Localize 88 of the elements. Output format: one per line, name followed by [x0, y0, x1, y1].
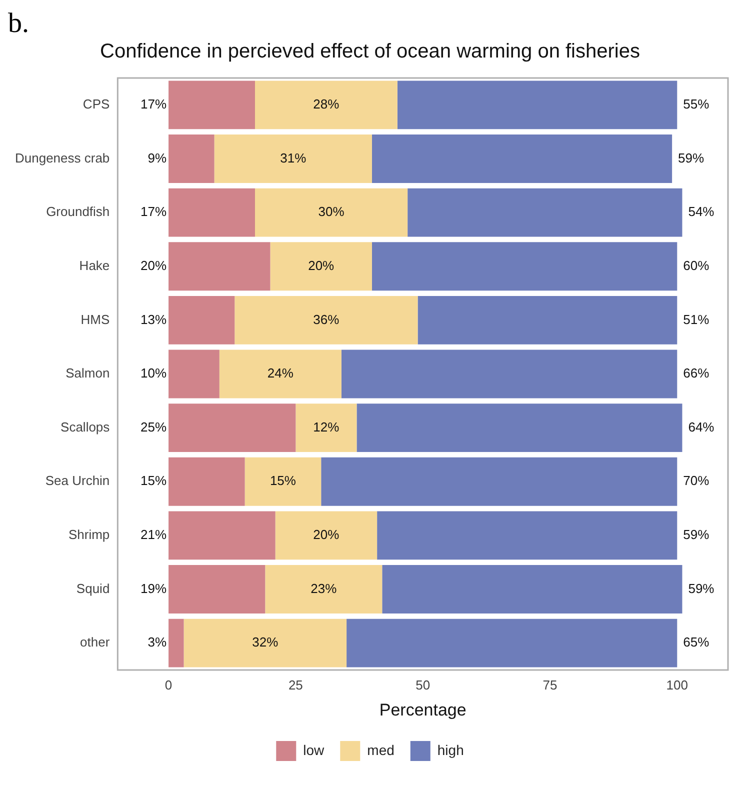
- bar: [346, 618, 678, 668]
- data-label: 65%: [683, 634, 710, 650]
- x-tick-label: 25: [288, 677, 303, 692]
- bar: [214, 134, 372, 183]
- data-label: 23%: [310, 580, 338, 596]
- data-label: 3%: [148, 634, 167, 650]
- bar: [168, 350, 220, 398]
- y-tick-label: Groundfish: [46, 204, 110, 220]
- y-tick-label: Hake: [79, 258, 110, 273]
- bar: [377, 511, 678, 560]
- data-label: 59%: [678, 150, 705, 166]
- bar: [275, 511, 378, 560]
- bar: [296, 404, 357, 452]
- data-label: 70%: [683, 473, 710, 488]
- data-label: 12%: [313, 419, 340, 434]
- data-label: 30%: [318, 204, 345, 220]
- bar: [372, 242, 678, 291]
- data-label: 21%: [140, 527, 167, 542]
- data-label: 9%: [148, 150, 167, 166]
- bar: [341, 350, 678, 398]
- bar: [168, 80, 255, 130]
- bar: [382, 565, 682, 614]
- x-tick-label: 0: [164, 677, 172, 692]
- data-label: 54%: [688, 204, 715, 220]
- y-tick-label: Shrimp: [68, 527, 110, 542]
- bar: [234, 296, 418, 344]
- x-tick-label: 100: [666, 677, 688, 692]
- legend-label: high: [437, 742, 464, 758]
- y-tick-label: Sea Urchin: [45, 473, 110, 488]
- x-tick-label: 75: [542, 677, 558, 692]
- data-label: 32%: [252, 634, 279, 650]
- x-tick-label: 50: [416, 677, 430, 692]
- data-label: 19%: [140, 580, 167, 596]
- bar: [184, 618, 347, 668]
- data-label: 55%: [683, 96, 710, 112]
- y-tick-label: HMS: [80, 312, 110, 327]
- bar: [168, 618, 184, 668]
- data-label: 10%: [140, 366, 167, 381]
- bar: [219, 350, 342, 398]
- data-label: 20%: [140, 258, 167, 273]
- data-label: 15%: [270, 473, 296, 488]
- bar: [397, 80, 678, 130]
- data-label: 20%: [308, 258, 335, 273]
- bar: [418, 296, 678, 344]
- legend-label: low: [303, 742, 326, 758]
- bar: [372, 134, 672, 183]
- y-tick-label: other: [80, 634, 110, 650]
- bar: [270, 242, 372, 291]
- y-tick-label: Dungeness crab: [14, 150, 110, 166]
- bar: [254, 188, 408, 237]
- bar: [168, 565, 266, 614]
- text: b.: [8, 8, 30, 40]
- bar: [408, 188, 682, 237]
- data-label: 31%: [280, 150, 307, 166]
- bar: [168, 511, 276, 560]
- data-label: 28%: [313, 96, 340, 112]
- bar: [168, 404, 296, 452]
- data-label: 17%: [140, 96, 167, 112]
- data-label: 20%: [313, 527, 340, 542]
- data-label: 51%: [683, 312, 710, 327]
- x-axis-title: Percentage: [379, 700, 466, 720]
- y-tick-label: Squid: [76, 580, 110, 596]
- bar: [168, 188, 255, 237]
- data-label: 25%: [140, 419, 167, 434]
- data-label: 60%: [683, 258, 710, 273]
- bar: [356, 404, 682, 452]
- y-tick-label: Scallops: [60, 419, 110, 434]
- y-tick-label: Salmon: [66, 366, 110, 381]
- bar: [254, 80, 398, 130]
- data-label: 17%: [140, 204, 167, 220]
- bar: [168, 134, 214, 183]
- bar: [168, 457, 245, 506]
- data-label: 36%: [313, 312, 340, 327]
- bar: [321, 457, 678, 506]
- bar: [244, 457, 322, 506]
- data-label: 15%: [140, 473, 167, 488]
- data-label: 64%: [688, 419, 715, 434]
- data-label: 24%: [267, 366, 294, 381]
- legend-label: med: [367, 742, 394, 758]
- data-label: 66%: [683, 366, 710, 381]
- bar: [265, 565, 382, 614]
- data-label: 59%: [688, 580, 715, 596]
- y-tick-label: CPS: [82, 96, 110, 112]
- bar: [168, 296, 235, 344]
- chart-title: Confidence in percieved effect of ocean warming on fisheries: [100, 40, 640, 63]
- data-label: 13%: [140, 312, 167, 327]
- data-label: 59%: [683, 527, 710, 542]
- bar: [168, 242, 270, 291]
